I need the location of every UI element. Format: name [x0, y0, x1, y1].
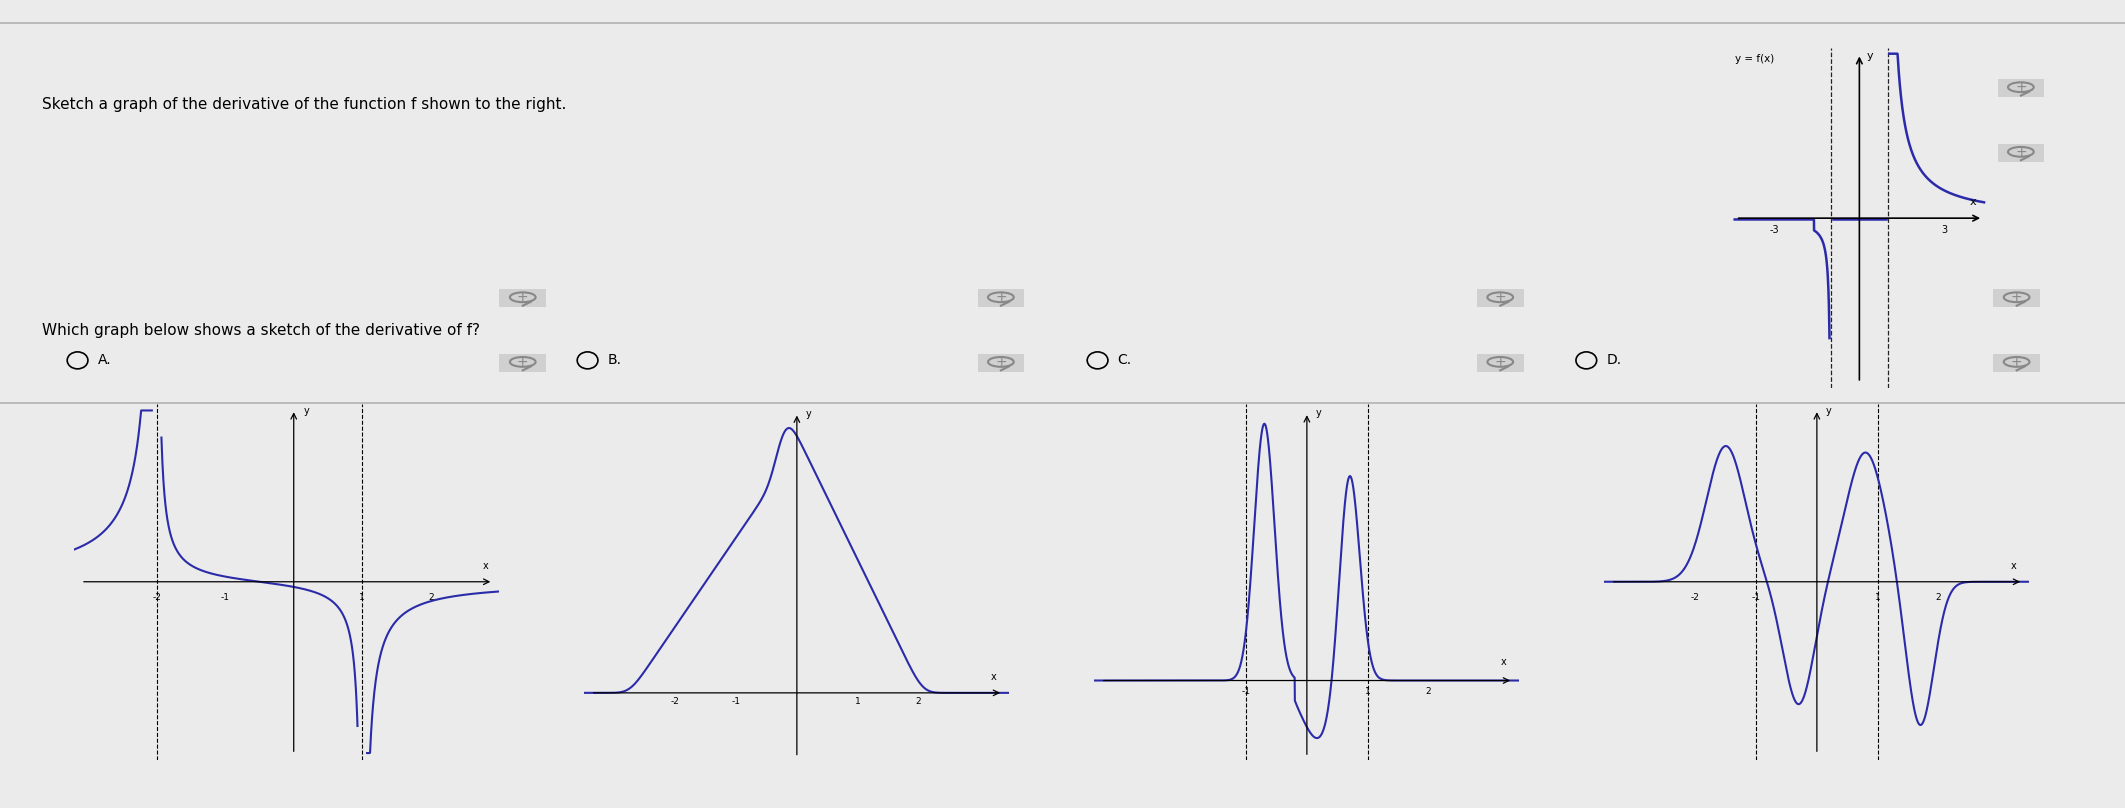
- Text: y: y: [805, 410, 812, 419]
- Text: x: x: [2010, 561, 2017, 570]
- Text: C.: C.: [1118, 353, 1133, 368]
- Text: x: x: [482, 561, 489, 570]
- Text: y: y: [1825, 406, 1832, 415]
- Text: 2: 2: [916, 697, 920, 706]
- Text: D.: D.: [1606, 353, 1621, 368]
- Text: +: +: [995, 290, 1007, 305]
- Text: B.: B.: [608, 353, 623, 368]
- Text: 1: 1: [854, 697, 861, 706]
- Text: y: y: [1866, 51, 1872, 61]
- Text: +: +: [1494, 355, 1507, 369]
- Text: -1: -1: [221, 592, 230, 601]
- Text: y = f(x): y = f(x): [1734, 53, 1774, 64]
- Text: 2: 2: [427, 592, 433, 601]
- Text: -1: -1: [1751, 592, 1762, 601]
- Text: +: +: [516, 290, 529, 305]
- Text: x: x: [1970, 197, 1976, 207]
- Text: y: y: [304, 406, 310, 415]
- Text: +: +: [995, 355, 1007, 369]
- Text: +: +: [516, 355, 529, 369]
- Text: x: x: [1500, 657, 1507, 667]
- Text: -1: -1: [1241, 688, 1252, 696]
- Text: 1: 1: [359, 592, 365, 601]
- Text: 2: 2: [1426, 688, 1430, 696]
- Text: 2: 2: [1936, 592, 1940, 601]
- Text: +: +: [2014, 145, 2027, 159]
- Text: x: x: [990, 671, 997, 681]
- Text: -2: -2: [1692, 592, 1700, 601]
- Text: Sketch a graph of the derivative of the function f shown to the right.: Sketch a graph of the derivative of the …: [42, 97, 567, 112]
- Text: +: +: [2014, 80, 2027, 95]
- Text: -2: -2: [153, 592, 162, 601]
- Text: 1: 1: [1874, 592, 1881, 601]
- Text: 1: 1: [1364, 688, 1371, 696]
- Text: -3: -3: [1770, 225, 1779, 234]
- Text: 3: 3: [1942, 225, 1946, 234]
- Text: +: +: [1494, 290, 1507, 305]
- Text: -2: -2: [672, 697, 680, 706]
- Text: -1: -1: [731, 697, 742, 706]
- Text: Which graph below shows a sketch of the derivative of f?: Which graph below shows a sketch of the …: [42, 323, 480, 339]
- Text: y: y: [1315, 408, 1322, 418]
- Text: A.: A.: [98, 353, 110, 368]
- Text: +: +: [2010, 290, 2023, 305]
- Text: +: +: [2010, 355, 2023, 369]
